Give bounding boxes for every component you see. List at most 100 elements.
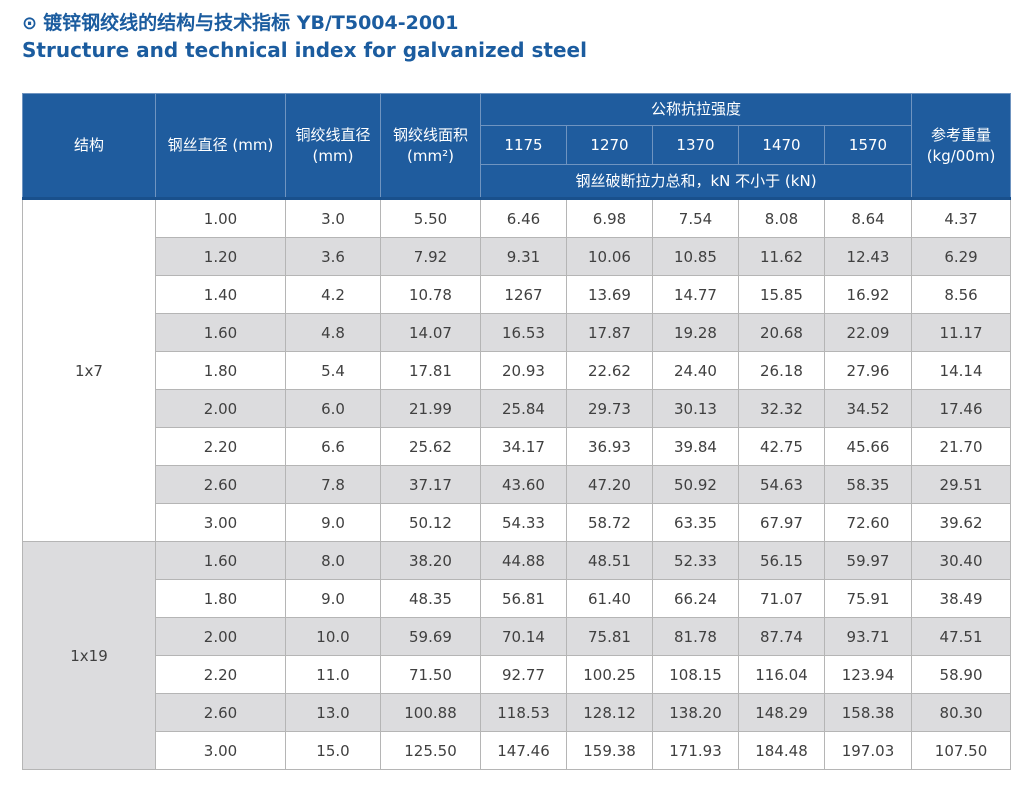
data-cell: 39.62 (911, 503, 1012, 542)
data-cell: 30.40 (911, 541, 1012, 580)
data-cell: 38.20 (380, 541, 481, 580)
table-row: 1.80 5.4 17.81 20.93 22.62 24.40 26.18 27.96 14.… (23, 351, 1012, 390)
data-cell: 25.62 (380, 427, 481, 466)
data-cell: 6.98 (566, 198, 653, 238)
data-cell: 17.46 (911, 389, 1012, 428)
data-cell: 50.12 (380, 503, 481, 542)
data-cell: 8.08 (738, 198, 825, 238)
data-cell: 118.53 (480, 693, 567, 732)
data-cell: 71.07 (738, 579, 825, 618)
data-cell: 10.78 (380, 275, 481, 314)
data-cell: 123.94 (823, 655, 913, 694)
data-cell: 13.0 (285, 693, 381, 732)
data-cell: 93.71 (823, 617, 913, 656)
data-cell: 75.91 (823, 579, 913, 618)
data-cell: 184.48 (738, 731, 825, 770)
data-cell: 9.0 (285, 503, 381, 542)
data-cell: 138.20 (652, 693, 739, 732)
page-title-zh-text: 镀锌钢绞线的结构与技术指标 YB/T5004-2001 (43, 12, 459, 34)
data-cell: 1.00 (155, 198, 286, 238)
table-row: 3.00 15.0 125.50 147.46 159.38 171.93 184.48 19… (23, 731, 1012, 770)
data-cell: 11.0 (285, 655, 381, 694)
data-cell: 7.92 (380, 237, 481, 276)
data-cell: 148.29 (738, 693, 825, 732)
data-cell: 42.75 (738, 427, 825, 466)
data-cell: 12.43 (823, 237, 913, 276)
header-tensile-group: 公称抗拉强度 (479, 93, 913, 126)
data-cell: 14.07 (380, 313, 481, 352)
data-cell: 80.30 (911, 693, 1012, 732)
header-strand-area: 钢绞线面积 (mm²) (380, 93, 481, 200)
data-cell: 71.50 (380, 655, 481, 694)
table-row: 2.20 11.0 71.50 92.77 100.25 108.15 116.04 123.… (23, 655, 1012, 694)
table-body: 1x7 1.00 3.0 5.50 6.46 6.98 7.54 8.08 8.64 4.37 1.… (22, 198, 1012, 770)
data-cell: 21.99 (380, 389, 481, 428)
data-cell: 47.20 (566, 465, 653, 504)
data-cell: 2.60 (155, 465, 286, 504)
table-row: 1.60 4.8 14.07 16.53 17.87 19.28 20.68 22.09 11.… (23, 313, 1012, 352)
data-cell: 87.74 (738, 617, 825, 656)
data-cell: 45.66 (823, 427, 913, 466)
table-row: 2.00 6.0 21.99 25.84 29.73 30.13 32.32 34.52 17.… (23, 389, 1012, 428)
data-cell: 37.17 (380, 465, 481, 504)
header-strand-diameter: 铜绞线直径 (mm) (285, 93, 381, 200)
structure-label: 1x7 (22, 198, 156, 542)
data-cell: 61.40 (566, 579, 653, 618)
data-cell: 52.33 (652, 541, 739, 580)
table-row: 2.60 7.8 37.17 43.60 47.20 50.92 54.63 58.35 29.… (23, 465, 1012, 504)
data-cell: 2.00 (155, 389, 286, 428)
data-cell: 5.50 (380, 198, 481, 238)
data-cell: 38.49 (911, 579, 1012, 618)
data-cell: 7.54 (652, 198, 739, 238)
data-cell: 63.35 (652, 503, 739, 542)
data-cell: 34.17 (480, 427, 567, 466)
data-cell: 3.6 (285, 237, 381, 276)
data-cell: 6.29 (911, 237, 1012, 276)
bullet-icon: ⊙ (22, 13, 38, 34)
data-cell: 17.87 (566, 313, 653, 352)
data-cell: 4.8 (285, 313, 381, 352)
data-cell: 70.14 (480, 617, 567, 656)
table-header: 结构 钢丝直径 (mm) 铜绞线直径 (mm) 钢绞线面积 (mm²) 公称抗拉… (22, 93, 1012, 200)
data-cell: 3.00 (155, 503, 286, 542)
table-row: 2.00 10.0 59.69 70.14 75.81 81.78 87.74 93.71 47… (23, 617, 1012, 656)
data-cell: 9.0 (285, 579, 381, 618)
table-row: 3.00 9.0 50.12 54.33 58.72 63.35 67.97 72.60 39.… (23, 503, 1012, 542)
data-cell: 21.70 (911, 427, 1012, 466)
data-cell: 1.80 (155, 579, 286, 618)
data-cell: 4.2 (285, 275, 381, 314)
data-cell: 6.6 (285, 427, 381, 466)
data-cell: 147.46 (480, 731, 567, 770)
data-cell: 1267 (480, 275, 567, 314)
data-cell: 11.17 (911, 313, 1012, 352)
data-cell: 5.4 (285, 351, 381, 390)
data-cell: 47.51 (911, 617, 1012, 656)
data-cell: 92.77 (480, 655, 567, 694)
data-cell: 58.72 (566, 503, 653, 542)
data-cell: 15.85 (738, 275, 825, 314)
data-cell: 8.64 (823, 198, 913, 238)
data-cell: 24.40 (652, 351, 739, 390)
data-cell: 107.50 (911, 731, 1012, 770)
spec-table: 结构 钢丝直径 (mm) 铜绞线直径 (mm) 钢绞线面积 (mm²) 公称抗拉… (22, 93, 1012, 770)
header-grade-1370: 1370 (652, 125, 739, 165)
data-cell: 22.62 (566, 351, 653, 390)
data-cell: 44.88 (480, 541, 567, 580)
data-cell: 16.92 (823, 275, 913, 314)
data-cell: 8.0 (285, 541, 381, 580)
table-row: 2.60 13.0 100.88 118.53 128.12 138.20 148.29 15… (23, 693, 1012, 732)
page-title-en: Structure and technical index for galvan… (22, 38, 587, 62)
structure-label: 1x19 (22, 541, 156, 770)
data-cell: 1.60 (155, 313, 286, 352)
data-cell: 67.97 (738, 503, 825, 542)
data-cell: 100.88 (380, 693, 481, 732)
data-cell: 20.68 (738, 313, 825, 352)
header-grade-1175: 1175 (480, 125, 567, 165)
data-cell: 4.37 (911, 198, 1012, 238)
data-cell: 75.81 (566, 617, 653, 656)
data-cell: 59.69 (380, 617, 481, 656)
data-cell: 56.81 (480, 579, 567, 618)
data-cell: 10.06 (566, 237, 653, 276)
data-cell: 19.28 (652, 313, 739, 352)
